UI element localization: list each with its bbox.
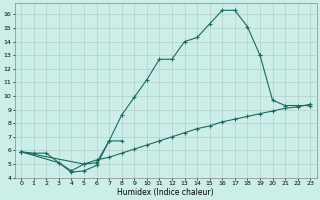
X-axis label: Humidex (Indice chaleur): Humidex (Indice chaleur) [117,188,214,197]
